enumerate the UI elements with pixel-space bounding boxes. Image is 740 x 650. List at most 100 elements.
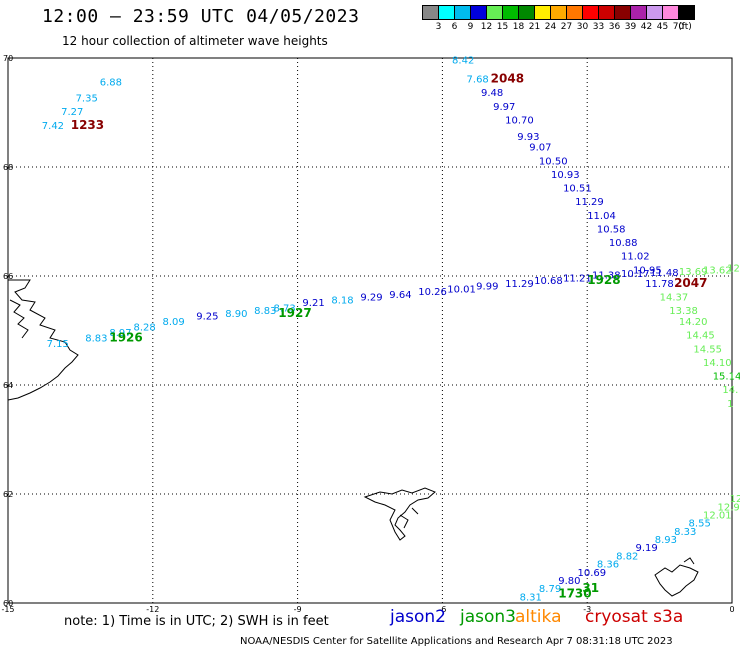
wave-height-label: 15.14 — [713, 372, 740, 383]
scale-label: 9 — [467, 22, 474, 32]
lat-tick-label: 60 — [3, 599, 13, 608]
wave-height-label: 9.25 — [196, 312, 218, 323]
wave-height-label: 14.20 — [679, 317, 708, 328]
scale-label: 39 — [624, 22, 637, 32]
wave-height-label: 10.51 — [563, 184, 592, 195]
wave-height-label: 7.15 — [47, 339, 69, 350]
wave-height-label: 8.33 — [674, 527, 696, 538]
color-scale — [422, 5, 695, 20]
wave-height-label: 1 — [727, 399, 733, 410]
wave-height-label: 14.45 — [686, 331, 715, 342]
scale-label: 24 — [544, 22, 557, 32]
graticule — [8, 58, 732, 603]
time-label: 1926 — [109, 330, 142, 344]
wave-height-label: 8.18 — [331, 295, 353, 306]
wave-height-label: 10.26 — [418, 287, 447, 298]
lon-tick-label: -12 — [146, 605, 159, 614]
wave-height-label: 8.36 — [597, 560, 619, 571]
wave-height-label: 8.82 — [616, 551, 638, 562]
wave-height-label: 9.07 — [529, 143, 551, 154]
wave-height-label: 8.09 — [162, 317, 184, 328]
time-label: 1730 — [558, 587, 591, 601]
lon-tick-label: -6 — [438, 605, 446, 614]
wave-height-label: 9.29 — [360, 293, 382, 304]
wave-height-label: 10.68 — [534, 276, 563, 287]
wave-height-label: 9.93 — [517, 132, 539, 143]
wave-height-label: 13.62 — [703, 265, 732, 276]
wave-height-label: 11.04 — [587, 211, 616, 222]
wave-height-label: 9.21 — [302, 298, 324, 309]
wave-height-label: 10.17 — [621, 269, 650, 280]
wave-height-label: 8.93 — [655, 535, 677, 546]
time-label: 1233 — [71, 118, 104, 132]
wave-height-label: 10.01 — [447, 284, 476, 295]
coastlines — [7, 279, 699, 597]
scale-label: 42 — [640, 22, 653, 32]
wave-height-label: 12.5 — [727, 264, 740, 275]
lat-tick-label: 64 — [3, 381, 13, 390]
wave-height-label: 12.01 — [703, 511, 732, 522]
wave-height-label: 12.97 — [718, 502, 740, 513]
satellite-tracks: 6.887.35 7.27 7.42 1233 8.42 7.68 9.48 9.97 10.7… — [42, 55, 740, 603]
wave-height-label: 8.83 — [85, 333, 107, 344]
wave-height-label: 8.42 — [452, 55, 474, 66]
wave-height-label: 10.93 — [551, 170, 580, 181]
wave-height-label: 9.80 — [558, 576, 580, 587]
map-title: 12:00 — 23:59 UTC 04/05/2023 — [42, 6, 360, 27]
legend-item: altika — [515, 607, 562, 627]
map-frame — [7, 57, 733, 604]
lon-tick-label: -3 — [583, 605, 591, 614]
time-label: 2048 — [491, 72, 524, 86]
scale-label: 6 — [451, 22, 458, 32]
axis-ticks: -15 -12 -9 -6 -3 0 70 68 66 64 62 60 — [1, 54, 734, 614]
wave-height-label: 9.48 — [481, 88, 503, 99]
lat-tick-label: 68 — [3, 163, 13, 172]
wave-height-label: 11.29 — [505, 279, 534, 290]
scale-label: 70 — [672, 22, 685, 32]
note-text: note: 1) Time is in UTC; 2) SWH is in fe… — [64, 614, 329, 629]
wave-height-label: 8.31 — [520, 592, 542, 603]
wave-height-label: 7.27 — [61, 107, 83, 118]
scale-label: 21 — [528, 22, 541, 32]
time-label: 2047 — [674, 276, 707, 290]
scale-label: 27 — [560, 22, 573, 32]
wave-height-label: 7.35 — [76, 94, 98, 105]
wave-height-label: 11.02 — [621, 252, 650, 263]
lon-tick-label: 0 — [729, 605, 734, 614]
wave-height-label: 10.50 — [539, 156, 568, 167]
scale-label: 33 — [592, 22, 605, 32]
time-label: 31 — [582, 581, 599, 595]
wave-height-label: 10.95 — [633, 265, 662, 276]
time-label: 1928 — [587, 273, 620, 287]
scale-label: 12 — [480, 22, 493, 32]
time-label: 1927 — [278, 306, 311, 320]
wave-height-label: 10.70 — [505, 115, 534, 126]
scale-label: 15 — [496, 22, 509, 32]
wave-height-label: 9.97 — [493, 102, 515, 113]
scale-label: 45 — [656, 22, 669, 32]
wave-height-label: 13.38 — [669, 306, 698, 317]
wave-height-label: 11.78 — [645, 279, 674, 290]
wave-height-label: 7.68 — [467, 75, 489, 86]
wave-height-label: 6.88 — [100, 77, 122, 88]
wave-height-label: 8.90 — [225, 309, 247, 320]
lat-tick-label: 62 — [3, 490, 13, 499]
wave-height-label: 8.28 — [133, 323, 155, 334]
scale-unit: (ft) — [678, 22, 692, 32]
scale-label: 18 — [512, 22, 525, 32]
scale-label: 30 — [576, 22, 589, 32]
shetland-islands — [654, 564, 699, 597]
color-scale-labels: 3 6 9 12 15 18 21 24 27 30 33 36 39 42 45 70 (ft) — [422, 22, 740, 34]
wave-height-label: 8.83 — [254, 306, 276, 317]
wave-height-label: 8.97 — [109, 328, 131, 339]
lat-tick-label: 66 — [3, 272, 13, 281]
wave-height-label: 8.55 — [689, 519, 711, 530]
wave-height-label: 10.69 — [578, 568, 607, 579]
wave-height-label: 11.48 — [650, 268, 679, 279]
map-subtitle: 12 hour collection of altimeter wave hei… — [62, 34, 328, 48]
wave-height-label: 14.55 — [693, 344, 722, 355]
credit-line: NOAA/NESDIS Center for Satellite Applica… — [240, 636, 673, 647]
wave-height-label: 9.99 — [476, 282, 498, 293]
wave-height-label: 7.42 — [42, 121, 64, 132]
